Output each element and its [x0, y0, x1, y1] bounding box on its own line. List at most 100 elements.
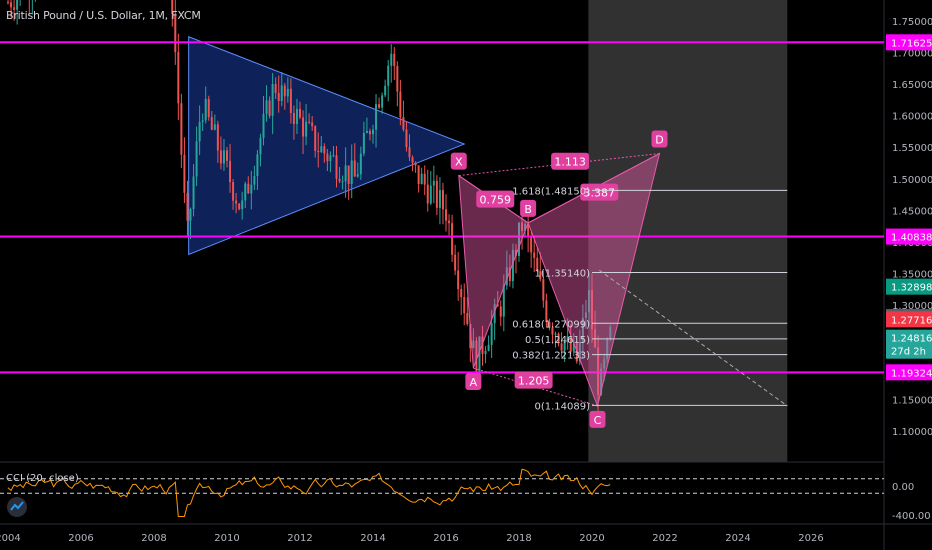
- price-badge-bg: [886, 311, 932, 328]
- candle-body: [195, 141, 198, 177]
- candle-body: [487, 344, 490, 351]
- candle-body: [219, 150, 222, 164]
- candle-body: [277, 92, 280, 101]
- time-tick-label: 2020: [579, 533, 604, 544]
- candle-body: [274, 84, 277, 93]
- time-tick-label: 2016: [433, 533, 458, 544]
- triangle-shape[interactable]: [188, 36, 466, 256]
- candle-body: [359, 153, 362, 175]
- price-badge: 1.19324: [891, 368, 932, 379]
- point-label-b: B: [524, 203, 532, 216]
- price-badge: 1.71625: [891, 38, 932, 49]
- candle-body: [347, 165, 350, 184]
- candle-body: [484, 350, 487, 355]
- candle-body: [518, 222, 520, 256]
- candle-body: [341, 181, 344, 183]
- candle-body: [323, 146, 326, 154]
- candle-body: [584, 312, 587, 318]
- candle-body: [289, 88, 292, 113]
- candle-body: [338, 178, 341, 182]
- price-badge: 1.40838: [891, 233, 932, 244]
- candle-body: [286, 88, 289, 97]
- candle-body: [545, 300, 548, 322]
- point-label-c: C: [594, 414, 602, 427]
- fib-level-label: 0.382(1.22133): [512, 351, 590, 362]
- candle-body: [423, 173, 426, 185]
- price-tick-label: 1.60000: [892, 112, 932, 123]
- candle-body: [335, 155, 338, 179]
- fib-level-label: 0.618(1.27099): [512, 319, 590, 330]
- candle-body: [469, 323, 472, 349]
- candle-body: [180, 103, 183, 155]
- time-tick-label: 2008: [141, 533, 166, 544]
- candle-body: [396, 66, 399, 92]
- candle-body: [508, 267, 511, 282]
- candle-body: [216, 124, 219, 151]
- candle-body: [332, 155, 335, 157]
- candle-body: [560, 343, 563, 351]
- candle-body: [372, 129, 374, 135]
- candle-body: [253, 176, 256, 185]
- candle-body: [250, 184, 253, 194]
- projection-line: [599, 269, 788, 407]
- ratio-label-bg: [580, 183, 619, 201]
- candle-body: [204, 98, 207, 121]
- candle-body: [539, 271, 542, 280]
- candle-body: [521, 222, 524, 232]
- candle-body: [554, 333, 557, 335]
- candle-body: [405, 129, 408, 148]
- candle-body: [183, 154, 186, 193]
- price-badge: 1.27716: [891, 315, 932, 326]
- point-label-x-bg: [450, 152, 467, 170]
- candle-body: [317, 150, 320, 153]
- candle-body: [496, 304, 499, 307]
- candle-body: [438, 190, 441, 208]
- candle-body: [524, 223, 527, 232]
- candle-body: [511, 250, 514, 282]
- candle-body: [295, 108, 298, 125]
- candle-body: [232, 182, 235, 201]
- candle-body: [569, 336, 572, 352]
- candle-body: [499, 306, 502, 317]
- price-tick-label: 1.45000: [892, 206, 932, 217]
- tradingview-logo-icon[interactable]: [7, 497, 27, 517]
- candle-body: [460, 289, 463, 298]
- candle-body: [463, 297, 466, 314]
- candle-body: [429, 185, 432, 204]
- candle-body: [530, 236, 533, 253]
- candle-body: [365, 130, 368, 134]
- candle-body: [566, 336, 569, 343]
- candle-body: [411, 157, 414, 163]
- candle-body: [256, 154, 259, 177]
- candle-body: [238, 203, 241, 210]
- candle-body: [271, 84, 274, 116]
- price-badge-bg: [886, 364, 932, 381]
- forecast-zone-rect: [588, 0, 788, 462]
- candle-body: [302, 117, 305, 137]
- candle-body: [399, 91, 402, 118]
- candle-body: [241, 200, 244, 210]
- price-tick-label: 1.50000: [892, 175, 932, 186]
- candle-body: [390, 53, 393, 66]
- candle-body: [609, 327, 612, 340]
- candles-layer: [7, 0, 612, 414]
- candle-body: [177, 52, 180, 104]
- price-tick-label: 1.30000: [892, 301, 932, 312]
- candle-body: [445, 209, 447, 221]
- candle-body: [375, 104, 378, 130]
- candle-body: [174, 14, 177, 53]
- candle-body: [475, 340, 478, 375]
- candle-body: [493, 304, 496, 324]
- price-tick-label: 1.75000: [892, 17, 932, 28]
- candle-body: [451, 223, 454, 255]
- cci-line: [7, 468, 611, 517]
- time-tick-label: 2022: [652, 533, 677, 544]
- ratio-label-bg: [551, 152, 590, 170]
- price-badge-bg: [886, 228, 932, 245]
- fib-level-label: 0(1.14089): [534, 401, 590, 412]
- harmonic-pattern: X A B C D 0.759 1.113 1.205 3.387: [450, 130, 668, 428]
- price-badge: 1.24816: [891, 334, 932, 345]
- candle-body: [292, 112, 295, 125]
